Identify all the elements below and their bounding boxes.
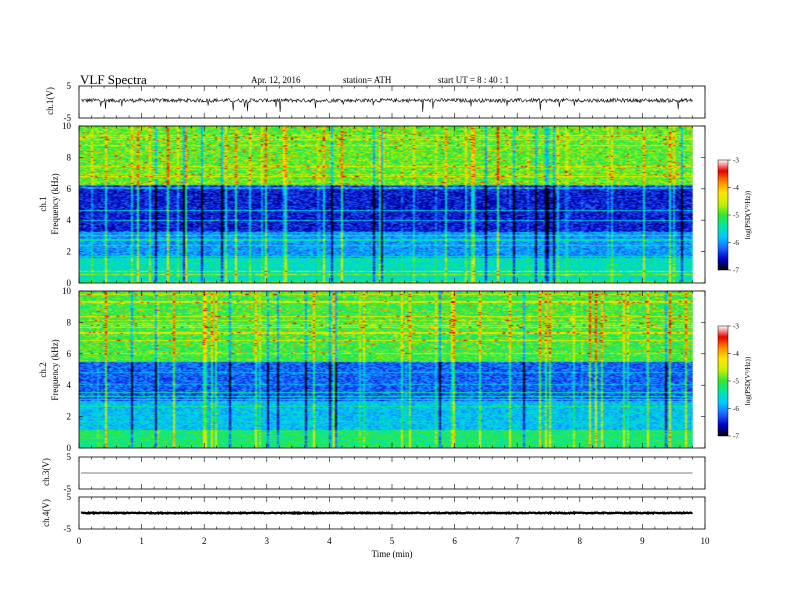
x-tick-labels: 0 1 2 3 4 5 6 7 8 9 10 — [77, 536, 710, 546]
x-tick-label: 4 — [327, 536, 332, 546]
colorbar-tick-label: -5 — [733, 212, 739, 220]
ch2-spectrogram-heatmap — [79, 291, 705, 448]
ch1-colorbar-ticks: -3 -4 -5 -6 -7 — [728, 157, 739, 275]
y-tick-label: 6 — [67, 184, 72, 194]
x-tick-label: 9 — [640, 536, 645, 546]
ch1-spectrogram-frame — [78, 125, 706, 284]
ch1-waveform-ylabel: ch.1(V) — [45, 87, 55, 115]
figure-title: VLF Spectra — [80, 72, 147, 87]
x-tick-label: 1 — [139, 536, 144, 546]
ch3-y-tick-bottom: -5 — [64, 484, 72, 494]
ch1-colorbar-gradient — [717, 159, 729, 271]
x-tick-label: 10 — [701, 536, 711, 546]
ch3-waveform-panel: ch.3(V) 5 -5 — [41, 452, 706, 494]
y-tick-label: 2 — [67, 412, 72, 422]
x-axis-label: Time (min) — [372, 549, 413, 559]
x-tick-label: 3 — [265, 536, 270, 546]
ch1-y-tick-top: 5 — [67, 81, 72, 91]
x-tick-label: 7 — [515, 536, 520, 546]
x-tick-label: 2 — [202, 536, 207, 546]
header-date: Apr. 12, 2016 — [251, 75, 301, 85]
y-tick-label: 0 — [67, 443, 72, 453]
colorbar-tick-label: -6 — [733, 405, 739, 413]
header-station: station= ATH — [343, 75, 392, 85]
x-axis: 0 1 2 3 4 5 6 7 8 9 10 Time (min) — [77, 536, 710, 559]
y-tick-label: 4 — [67, 380, 72, 390]
colorbar-tick-label: -4 — [733, 350, 739, 358]
colorbar-tick-label: -3 — [733, 157, 739, 165]
ch4-waveform-panel: ch.4(V) 5 -5 — [41, 492, 706, 534]
colorbar-tick-label: -4 — [733, 184, 739, 192]
ch2-colorbar-gradient — [717, 325, 729, 437]
ch1-colorbar-label: log(PSD(V²/Hz)) — [744, 190, 752, 239]
ch1-spectrogram-heatmap — [79, 126, 705, 283]
ch1-waveform-panel: ch.1(V) 5 -5 — [45, 81, 706, 123]
y-tick-label: 0 — [67, 278, 72, 288]
ch2-spectrogram-ylabel: Frequency (kHz) — [50, 339, 60, 400]
colorbar-tick-label: -3 — [733, 323, 739, 331]
ch4-y-tick-top: 5 — [67, 492, 72, 502]
ch4-y-tick-bottom: -5 — [64, 524, 72, 534]
ch4-waveform-ylabel: ch.4(V) — [41, 499, 51, 527]
x-tick-label: 0 — [77, 536, 82, 546]
y-tick-label: 10 — [62, 286, 72, 296]
ch1-spectrogram-channel-label: ch.1 — [38, 196, 48, 211]
colorbar-tick-label: -7 — [733, 433, 739, 441]
ch3-waveform-frame — [78, 456, 706, 490]
ch1-waveform-frame — [78, 85, 706, 119]
ch2-colorbar: -3 -4 -5 -6 -7 log(PSD(V²/Hz)) — [717, 323, 752, 441]
ch2-spectrogram-frame — [78, 290, 706, 449]
x-tick-label: 5 — [390, 536, 395, 546]
ch3-waveform-ticks — [78, 457, 706, 489]
ch4-waveform-trace — [80, 510, 693, 516]
y-tick-label: 8 — [67, 317, 72, 327]
ch1-waveform-ticks — [78, 86, 706, 118]
ch2-spectrogram-channel-label: ch.2 — [38, 362, 48, 377]
ch1-spectrogram-ylabel: Frequency (kHz) — [50, 173, 60, 234]
y-tick-label: 4 — [67, 215, 72, 225]
ch1-spectrogram-no-data-strip — [692, 126, 705, 283]
x-tick-label: 8 — [578, 536, 583, 546]
ch2-spectrogram-panel: ch.2 Frequency (kHz) 0 2 4 6 8 10 — [38, 286, 706, 453]
y-tick-label: 8 — [67, 152, 72, 162]
ch1-colorbar: -3 -4 -5 -6 -7 log(PSD(V²/Hz)) — [717, 157, 752, 275]
y-tick-label: 2 — [67, 247, 72, 257]
ch3-y-tick-top: 5 — [67, 452, 72, 462]
ch1-waveform-trace — [80, 97, 693, 113]
y-tick-label: 10 — [62, 121, 72, 131]
header-start-time: start UT = 8 : 40 : 1 — [438, 75, 509, 85]
ch3-waveform-ylabel: ch.3(V) — [41, 458, 51, 486]
ch2-spectrogram-ticks — [78, 291, 706, 448]
x-tick-label: 6 — [452, 536, 457, 546]
ch2-colorbar-label: log(PSD(V²/Hz)) — [744, 356, 752, 405]
y-tick-label: 6 — [67, 349, 72, 359]
ch2-colorbar-ticks: -3 -4 -5 -6 -7 — [728, 323, 739, 441]
colorbar-tick-label: -6 — [733, 239, 739, 247]
ch1-y-tick-bottom: -5 — [64, 113, 72, 123]
ch1-spectrogram-panel: ch.1 Frequency (kHz) 0 2 4 6 8 10 — [38, 121, 706, 288]
colorbar-tick-label: -7 — [733, 267, 739, 275]
ch2-spectrogram-no-data-strip — [692, 291, 705, 448]
colorbar-tick-label: -5 — [733, 378, 739, 386]
ch4-waveform-frame — [78, 496, 706, 530]
